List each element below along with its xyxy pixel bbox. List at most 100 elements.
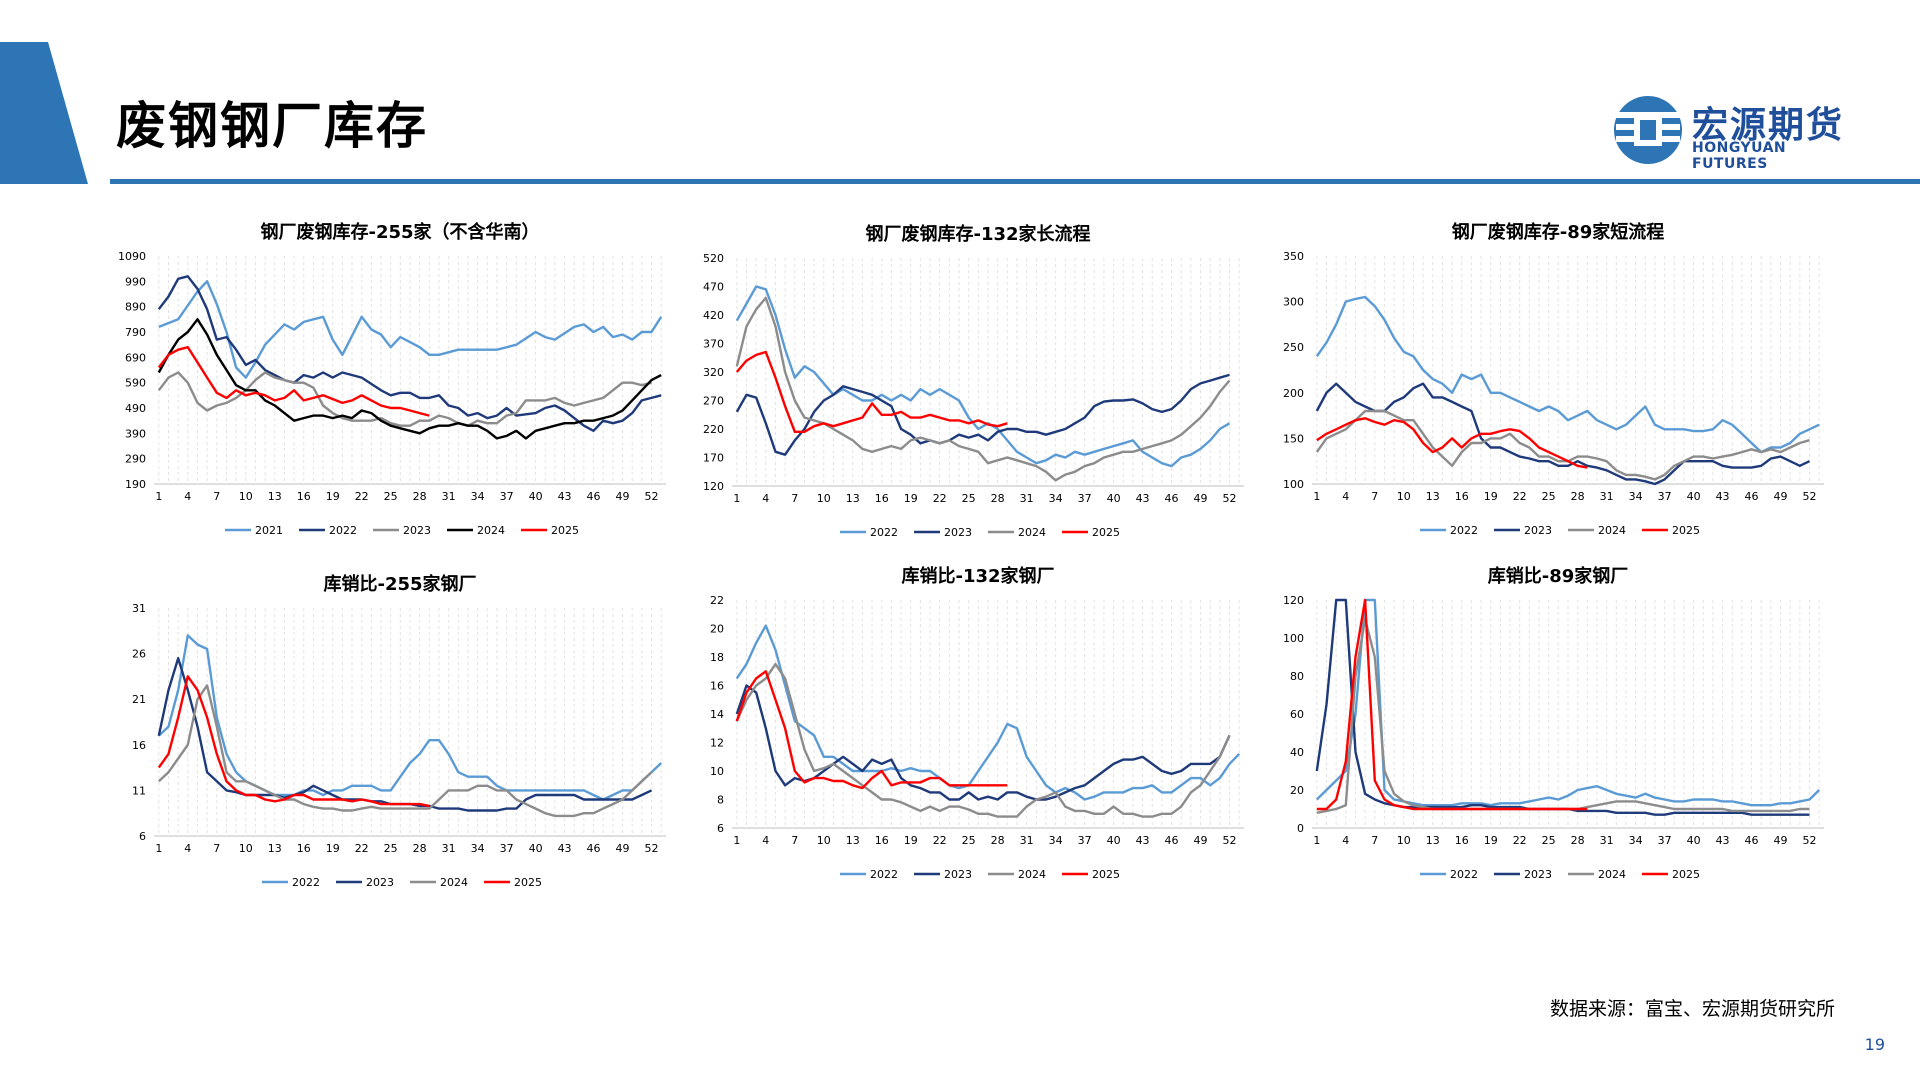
x-tick-label: 43 xyxy=(558,842,572,855)
x-tick-label: 16 xyxy=(875,492,889,505)
x-tick-label: 40 xyxy=(529,842,543,855)
x-tick-label: 1 xyxy=(1313,490,1320,503)
y-tick-label: 60 xyxy=(1290,708,1304,721)
x-tick-label: 49 xyxy=(1774,490,1788,503)
x-tick-label: 52 xyxy=(645,842,659,855)
y-tick-label: 14 xyxy=(710,708,724,721)
x-tick-label: 4 xyxy=(184,842,191,855)
x-tick-label: 28 xyxy=(413,842,427,855)
x-tick-label: 7 xyxy=(791,492,798,505)
x-tick-label: 43 xyxy=(1136,492,1150,505)
x-tick-label: 34 xyxy=(471,842,485,855)
chart-inventory-sales-ratio-89: 库销比-89家钢厂 0 20 40 60 80 100 120 1 4 7 10 13 16 19 22 25… xyxy=(1268,562,1848,892)
x-tick-label: 1 xyxy=(155,842,162,855)
x-tick-label: 43 xyxy=(1716,490,1730,503)
x-tick-label: 16 xyxy=(875,834,889,847)
series-line-2023 xyxy=(735,684,1231,801)
y-tick-label: 11 xyxy=(132,784,146,797)
x-tick-label: 19 xyxy=(1484,834,1498,847)
x-tick-label: 1 xyxy=(733,492,740,505)
x-tick-label: 49 xyxy=(616,490,630,503)
series-line-2022 xyxy=(1315,598,1821,807)
x-tick-label: 13 xyxy=(1426,490,1440,503)
series-line-2025 xyxy=(735,670,1008,790)
x-tick-label: 22 xyxy=(1513,834,1527,847)
legend-label-2023: 2023 xyxy=(366,876,394,889)
x-tick-label: 4 xyxy=(1342,490,1349,503)
y-tick-label: 21 xyxy=(132,693,146,706)
series-line-2021 xyxy=(158,280,663,379)
x-tick-label: 28 xyxy=(991,834,1005,847)
x-tick-label: 46 xyxy=(1165,834,1179,847)
legend-label-2023: 2023 xyxy=(403,524,431,537)
x-tick-label: 25 xyxy=(384,490,398,503)
legend-label-2021: 2021 xyxy=(255,524,283,537)
x-tick-label: 7 xyxy=(791,834,798,847)
x-tick-label: 10 xyxy=(817,834,831,847)
x-tick-label: 31 xyxy=(1600,834,1614,847)
chart-title: 钢厂废钢库存-255家（不含华南） xyxy=(260,222,540,243)
x-tick-label: 1 xyxy=(155,490,162,503)
y-tick-label: 490 xyxy=(125,402,146,415)
series-line-2024 xyxy=(735,296,1231,482)
y-tick-label: 80 xyxy=(1290,670,1304,683)
chart-plot: 100 150 200 250 300 350 1 4 7 10 13 16 19 22 25 28 31 34 3… xyxy=(1283,250,1824,537)
legend-label-2023: 2023 xyxy=(1524,524,1552,537)
legend-label-2024: 2024 xyxy=(477,524,505,537)
x-tick-label: 49 xyxy=(616,842,630,855)
chart-plot: 120 170 220 270 320 370 420 470 520 1 4 7 10 13 16 19 22… xyxy=(703,252,1244,539)
y-tick-label: 20 xyxy=(1290,784,1304,797)
x-tick-label: 4 xyxy=(762,492,769,505)
x-tick-label: 43 xyxy=(558,490,572,503)
y-tick-label: 300 xyxy=(1283,296,1304,309)
x-tick-label: 46 xyxy=(1745,490,1759,503)
legend-label-2025: 2025 xyxy=(1092,868,1120,881)
x-tick-label: 13 xyxy=(846,492,860,505)
x-tick-label: 40 xyxy=(1687,490,1701,503)
y-tick-label: 18 xyxy=(710,651,724,664)
x-tick-label: 19 xyxy=(326,490,340,503)
x-tick-label: 52 xyxy=(1803,490,1817,503)
chart-inventory-sales-ratio-255: 库销比-255家钢厂 6 11 16 21 26 31 1 4 7 10 13 16 19 22 25 28 3… xyxy=(110,570,690,900)
series-line-2024 xyxy=(1315,409,1810,481)
x-tick-label: 4 xyxy=(762,834,769,847)
series-line-2025 xyxy=(735,350,1008,433)
x-tick-label: 28 xyxy=(413,490,427,503)
x-tick-label: 22 xyxy=(933,492,947,505)
x-tick-label: 10 xyxy=(239,842,253,855)
chart-title: 库销比-89家钢厂 xyxy=(1487,566,1629,587)
x-tick-label: 31 xyxy=(1020,492,1034,505)
x-tick-label: 52 xyxy=(1223,834,1237,847)
y-tick-label: 31 xyxy=(132,602,146,615)
legend-label-2022: 2022 xyxy=(870,868,898,881)
logo-text-en: HONGYUAN FUTURES xyxy=(1692,140,1787,172)
y-tick-label: 250 xyxy=(1283,341,1304,354)
chart-title: 库销比-132家钢厂 xyxy=(901,566,1055,587)
x-tick-label: 16 xyxy=(1455,490,1469,503)
logo-icon xyxy=(1614,96,1682,164)
x-tick-label: 7 xyxy=(213,490,220,503)
legend-label-2025: 2025 xyxy=(551,524,579,537)
x-tick-label: 34 xyxy=(1629,490,1643,503)
x-tick-label: 19 xyxy=(326,842,340,855)
legend-label-2024: 2024 xyxy=(1598,524,1626,537)
y-tick-label: 6 xyxy=(139,830,146,843)
y-tick-label: 20 xyxy=(710,623,724,636)
x-tick-label: 31 xyxy=(442,842,456,855)
x-tick-label: 37 xyxy=(1658,834,1672,847)
legend-label-2024: 2024 xyxy=(1018,868,1046,881)
y-tick-label: 370 xyxy=(703,338,724,351)
x-tick-label: 37 xyxy=(1078,834,1092,847)
y-tick-label: 420 xyxy=(703,309,724,322)
x-tick-label: 7 xyxy=(1371,490,1378,503)
x-tick-label: 34 xyxy=(471,490,485,503)
x-tick-label: 13 xyxy=(268,490,282,503)
x-tick-label: 34 xyxy=(1629,834,1643,847)
y-tick-label: 890 xyxy=(125,301,146,314)
y-tick-label: 590 xyxy=(125,377,146,390)
chart-title: 库销比-255家钢厂 xyxy=(323,574,477,595)
y-tick-label: 0 xyxy=(1297,822,1304,835)
x-tick-label: 28 xyxy=(1571,834,1585,847)
x-tick-label: 52 xyxy=(645,490,659,503)
legend-label-2025: 2025 xyxy=(1672,868,1700,881)
